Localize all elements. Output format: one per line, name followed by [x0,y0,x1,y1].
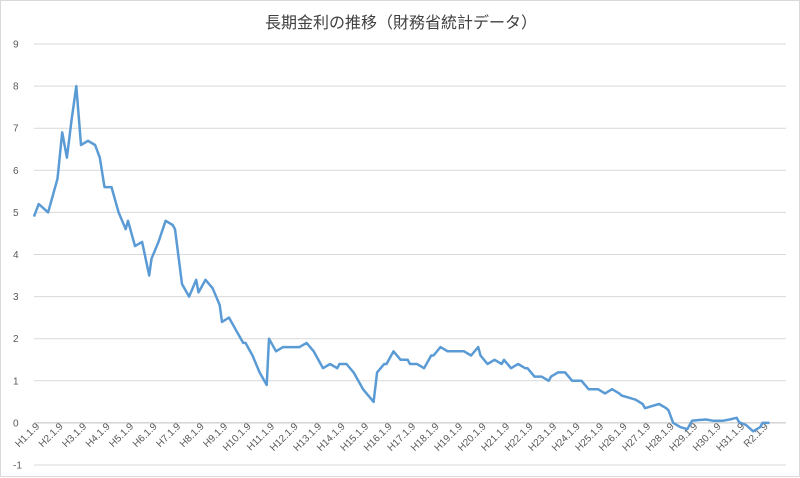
y-tick-label: 4 [13,250,19,261]
y-tick-label: 7 [13,124,19,135]
y-tick-label: 5 [13,208,19,219]
series-line [32,84,770,433]
x-tick-label: H7.1.9 [155,421,184,450]
x-tick-label: H2.1.9 [37,421,66,450]
y-tick-label: 6 [13,166,19,177]
y-tick-label: 3 [13,292,19,303]
x-tick-label: H5.1.9 [108,421,137,450]
series-group [32,84,770,433]
x-tick-label: H4.1.9 [84,421,113,450]
chart-title: 長期金利の推移（財務省統計データ） [264,13,537,32]
y-tick-label: 0 [13,418,19,429]
y-tick-label: 2 [13,334,19,345]
x-tick-label: H3.1.9 [61,421,90,450]
x-axis-ticks: H1.1.9H2.1.9H3.1.9H4.1.9H5.1.9H6.1.9H7.1… [14,421,771,454]
x-tick-label: H6.1.9 [131,421,160,450]
y-tick-label: 8 [13,82,19,93]
x-tick-label: H8.1.9 [178,421,207,450]
y-tick-label: 1 [13,376,19,387]
y-tick-label: 9 [13,40,19,51]
y-tick-label: -1 [13,461,22,472]
grid-lines [34,43,786,466]
y-axis-ticks: -1 0 1 2 3 4 5 6 7 8 9 [13,40,22,472]
